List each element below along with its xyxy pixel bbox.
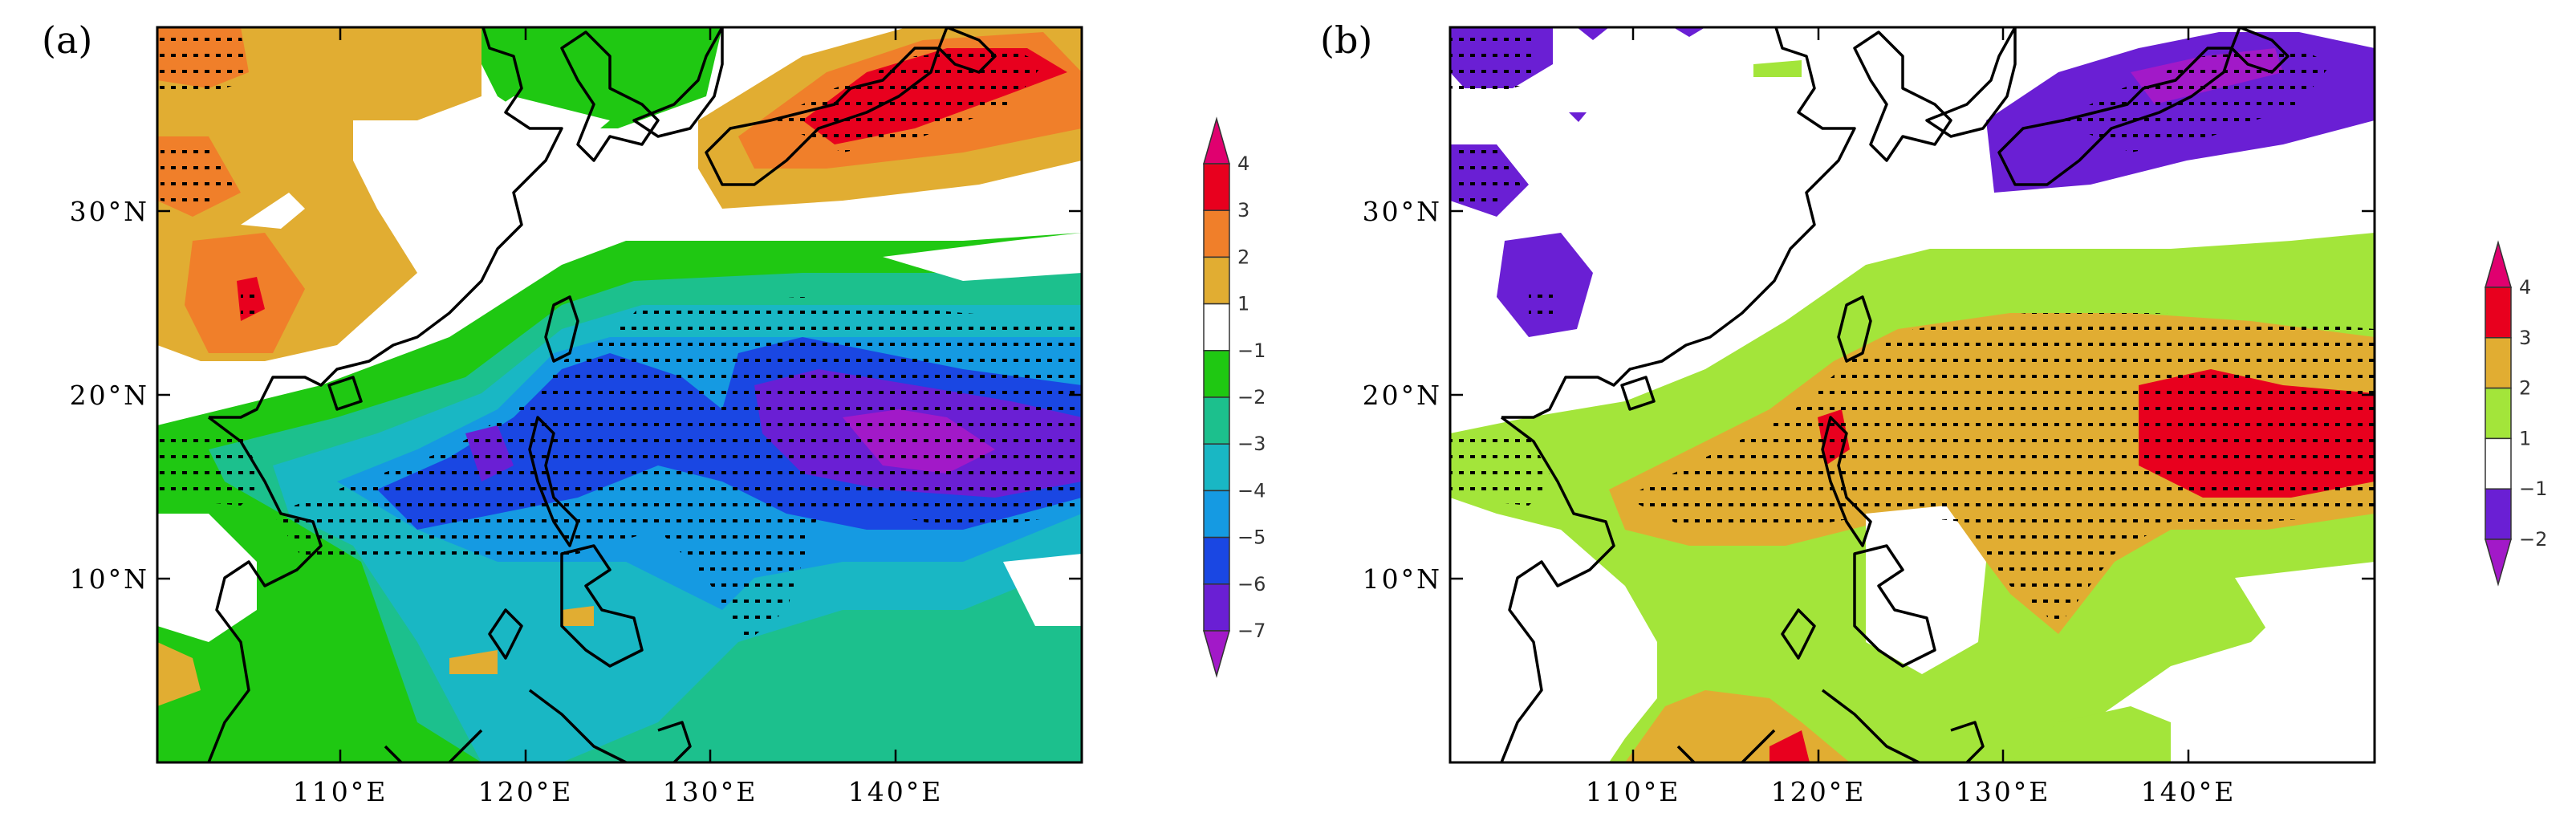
- colorbar-swatch: [1203, 209, 1230, 258]
- stipple-a-main: [273, 297, 1082, 642]
- stipple-b-japan: [2058, 48, 2331, 152]
- contour-a-white-ne: [883, 233, 1082, 281]
- stipple-b-nw2: [1453, 148, 1521, 209]
- panel-label-a: (a): [42, 18, 92, 62]
- colorbar-tick-label: −2: [2519, 528, 2547, 551]
- colorbar-swatch: [2485, 437, 2512, 490]
- x-tick-label-b: 110°E: [1586, 776, 1681, 807]
- colorbar-tick-label: 3: [2519, 327, 2531, 349]
- chart-a-svg: (a): [42, 18, 1266, 807]
- stipple-b-nw3: [1529, 289, 1553, 317]
- colorbar-tick-label: 2: [2519, 377, 2531, 400]
- colorbar-swatch: [1203, 303, 1230, 352]
- contour-b-pos-bottom2: [1769, 730, 1810, 762]
- stipple-b-west: [1450, 433, 1553, 506]
- colorbar-swatch: [1203, 583, 1230, 632]
- y-tick-label-b: 10°N: [1363, 563, 1442, 595]
- colorbar-swatch: [2485, 337, 2512, 389]
- stipple-a-nw: [157, 32, 249, 96]
- y-tick-label-b: 30°N: [1363, 196, 1442, 227]
- x-tick-label-a: 130°E: [663, 776, 758, 807]
- y-tick-label-a: 20°N: [70, 380, 149, 411]
- x-tick-label-b: 140°E: [2141, 776, 2237, 807]
- contour-b-neg-small: [1577, 27, 1609, 40]
- contour-b-green-low: [2010, 706, 2171, 762]
- stipple-a-japan: [770, 48, 1043, 152]
- panel-a: (a): [42, 18, 1266, 807]
- colorbar-tick-label: −2: [1237, 386, 1266, 408]
- colorbar-tick-label: 2: [1237, 246, 1249, 268]
- colorbar-b: 4 3 2 1 −1 −2: [2485, 240, 2547, 587]
- colorbar-swatch: [2485, 387, 2512, 440]
- map-field-a: [157, 27, 1082, 762]
- colorbar-cap-top: [2485, 240, 2512, 288]
- colorbar-cap-bottom: [2485, 539, 2512, 587]
- colorbar-swatch: [1203, 396, 1230, 445]
- colorbar-tick-label: 4: [2519, 276, 2531, 299]
- colorbar-tick-label: −5: [1237, 526, 1266, 549]
- contour-a-white-sw: [157, 514, 257, 642]
- colorbar-tick-label: 4: [1237, 152, 1249, 175]
- stipple-b-nw: [1450, 32, 1537, 96]
- colorbar-tick-label: −4: [1237, 479, 1266, 502]
- contour-a-white-gap: [241, 193, 305, 229]
- colorbar-tick-label: 3: [1237, 199, 1249, 222]
- colorbar-swatch: [2485, 287, 2512, 339]
- colorbar-swatch: [2485, 488, 2512, 540]
- coastline-b: [1500, 27, 2290, 762]
- panel-b: (b): [1288, 0, 2576, 817]
- contour-a-white-se: [1003, 554, 1082, 626]
- colorbar-tick-label: 1: [1237, 293, 1249, 315]
- x-tick-label-a: 140°E: [848, 776, 944, 807]
- colorbar-tick-label: −1: [2519, 478, 2547, 500]
- stipple-b-main: [1625, 313, 2375, 626]
- stipple-a-nw2: [160, 140, 233, 209]
- colorbar-tick-label: −7: [1237, 620, 1266, 642]
- x-tick-label-b: 120°E: [1771, 776, 1867, 807]
- colorbar-a: 4 3 2 1 −1 −2 −3 −4 −5 −6 −7: [1203, 116, 1266, 678]
- colorbar-swatch: [1203, 350, 1230, 398]
- colorbar-cap-bottom: [1203, 630, 1230, 678]
- contour-b-neg-dot2: [1569, 112, 1587, 122]
- chart-b-svg: (b): [1320, 18, 2547, 807]
- contour-b-white-mid: [1866, 506, 1986, 674]
- contour-b-white-sw: [1450, 514, 1577, 658]
- map-field-b: [1450, 27, 2375, 762]
- contour-a-orange-small: [449, 650, 498, 674]
- colorbar-cap-top: [1203, 116, 1230, 165]
- colorbar-swatch: [1203, 256, 1230, 305]
- x-tick-label-a: 110°E: [293, 776, 388, 807]
- x-tick-label-b: 130°E: [1956, 776, 2051, 807]
- contour-b-neg-nw3: [1497, 233, 1593, 337]
- colorbar-tick-label: −3: [1237, 433, 1266, 455]
- ticks-a: [157, 27, 1082, 762]
- contour-a-orange-small2: [562, 606, 594, 626]
- contour-a-orange-sw: [157, 642, 201, 706]
- ticks-b: [1450, 27, 2375, 762]
- y-tick-label-b: 20°N: [1363, 380, 1442, 411]
- contour-a-white-north: [465, 96, 610, 169]
- x-tick-label-a: 120°E: [478, 776, 574, 807]
- colorbar-tick-label: −6: [1237, 573, 1266, 595]
- contour-b-white-se: [2235, 562, 2375, 682]
- colorbar-tick-label: 1: [2519, 427, 2531, 449]
- contour-b-neg-dot: [1673, 27, 1705, 37]
- colorbar-swatch: [1203, 536, 1230, 585]
- y-tick-label-a: 30°N: [70, 196, 149, 227]
- colorbar-swatch: [1203, 443, 1230, 492]
- panel-label-b: (b): [1320, 18, 1372, 62]
- contour-b-pos-small: [1753, 60, 1802, 77]
- coastline-a: [207, 27, 997, 762]
- stipple-a-nw3: [241, 289, 261, 317]
- stipple-a-west: [157, 433, 265, 506]
- colorbar-swatch: [1203, 490, 1230, 539]
- colorbar-tick-label: −1: [1237, 339, 1266, 362]
- y-tick-label-a: 10°N: [70, 563, 149, 595]
- colorbar-swatch: [1203, 163, 1230, 211]
- contour-a-green-north: [481, 27, 722, 128]
